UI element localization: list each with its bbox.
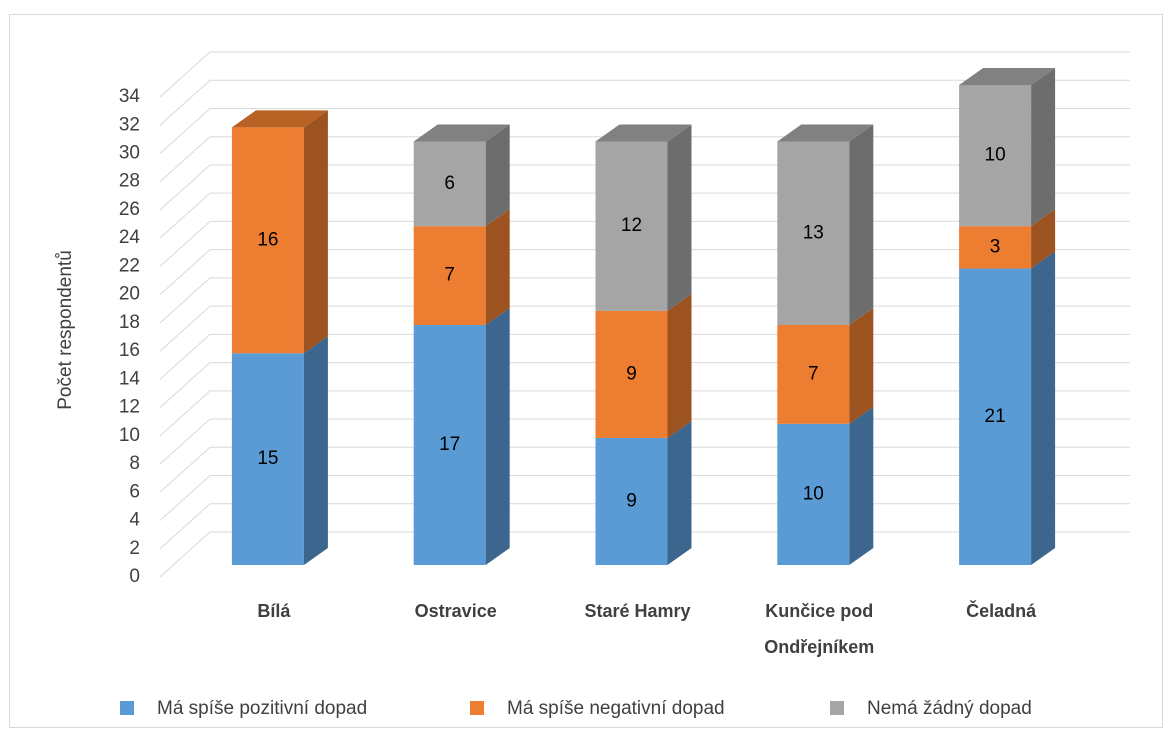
grid-line [159,79,1130,126]
y-tick-label: 34 [119,86,141,107]
y-tick-label: 2 [129,538,140,559]
y-tick-label: 18 [119,312,140,333]
value-label: 10 [803,483,824,504]
y-tick-label: 12 [119,397,140,418]
y-tick-label: 16 [119,340,140,361]
bar-side [667,420,692,565]
bar-top [231,110,328,128]
x-tick-label: Čeladná [966,600,1037,621]
legend-swatch [470,701,484,715]
bar-segment [413,226,486,325]
bar-side [667,293,692,438]
y-tick-label: 8 [129,453,140,474]
grid-line [159,107,1130,154]
bar-side [667,124,692,311]
bar-segment [959,226,1032,269]
y-tick-label: 4 [129,510,140,531]
y-tick-label: 0 [129,566,140,587]
bar-top [595,124,692,142]
bar-segment [413,325,486,565]
x-tick-label: Kunčice pod Ondřejníkem [764,601,874,657]
bar-segment [231,127,304,354]
x-tick-label: Bílá [257,601,291,621]
x-tick-label: Ostravice [415,601,497,621]
legend-swatch [830,701,844,715]
y-tick-label: 14 [119,368,141,389]
bar-segment [595,437,668,565]
bar-side [1031,209,1056,269]
bar-side [485,308,510,565]
y-tick-label: 28 [119,171,140,192]
value-label: 21 [985,406,1006,427]
value-label: 17 [439,434,460,455]
bar-top [777,124,874,142]
y-tick-label: 10 [119,425,140,446]
bar-segment [959,268,1032,565]
bar-side [849,308,874,424]
value-label: 7 [808,363,819,384]
bar-segment [777,423,850,565]
bar-segment [595,141,668,311]
y-tick-label: 30 [119,142,140,163]
value-label: 9 [626,490,637,511]
legend-label: Má spíše pozitivní dopad [157,698,367,719]
bar-side [485,124,510,227]
legend-swatch [120,701,134,715]
y-axis-title: Počet respondentů [55,250,76,410]
value-label: 7 [444,265,455,286]
bar-top [959,68,1056,85]
bar-side [303,110,328,354]
y-tick-label: 20 [119,284,140,305]
value-label: 9 [626,363,637,384]
grid-line [159,51,1130,98]
bar-side [849,124,874,326]
y-tick-label: 6 [129,481,140,502]
bar-segment [231,353,304,565]
bar-side [303,336,328,565]
bar-side [1031,68,1056,227]
bar-segment [413,141,486,227]
x-tick-label: Staré Hamry [584,601,690,621]
legend-label: Nemá žádný dopad [867,698,1032,719]
y-tick-label: 22 [119,255,140,276]
y-tick-label: 24 [119,227,141,248]
bar-side [485,209,510,325]
bar-segment [777,141,850,325]
bar-side [1031,251,1056,565]
value-label: 16 [257,229,278,250]
legend-label: Má spíše negativní dopad [507,698,725,719]
value-label: 12 [621,215,642,236]
value-label: 13 [803,222,824,243]
value-label: 10 [985,145,1006,166]
y-tick-label: 26 [119,199,140,220]
bar-segment [959,85,1032,227]
y-tick-label: 32 [119,114,140,135]
bar-segment [595,310,668,438]
value-label: 3 [990,236,1001,257]
bar-side [849,406,874,565]
bar-top [413,124,510,142]
value-label: 15 [257,448,278,469]
value-label: 6 [444,173,455,194]
bar-segment [777,325,850,424]
